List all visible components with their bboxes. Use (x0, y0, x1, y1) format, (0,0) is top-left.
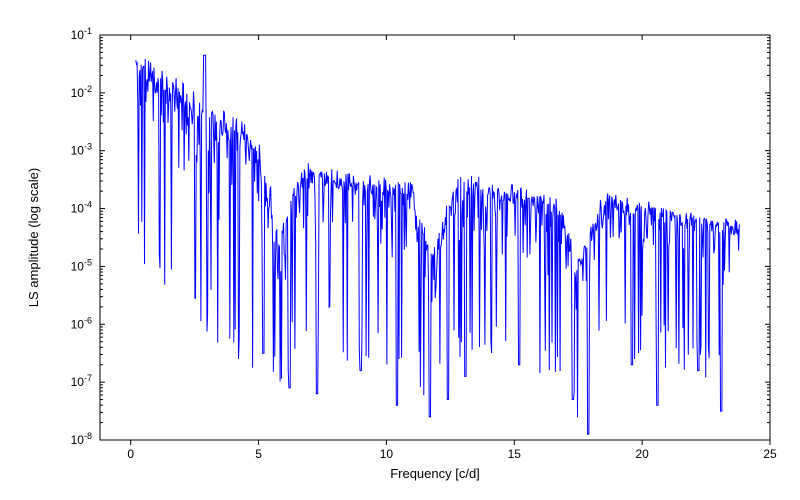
svg-text:15: 15 (508, 447, 522, 461)
x-axis-label: Frequency [c/d] (390, 466, 480, 481)
svg-text:0: 0 (127, 447, 134, 461)
chart-svg: 051015202510-810-710-610-510-410-310-210… (0, 0, 800, 500)
svg-text:20: 20 (635, 447, 649, 461)
svg-text:10: 10 (380, 447, 394, 461)
periodogram-chart: 051015202510-810-710-610-510-410-310-210… (0, 0, 800, 500)
svg-text:25: 25 (763, 447, 777, 461)
y-axis-label: LS amplitude (log scale) (26, 168, 41, 307)
svg-text:5: 5 (255, 447, 262, 461)
